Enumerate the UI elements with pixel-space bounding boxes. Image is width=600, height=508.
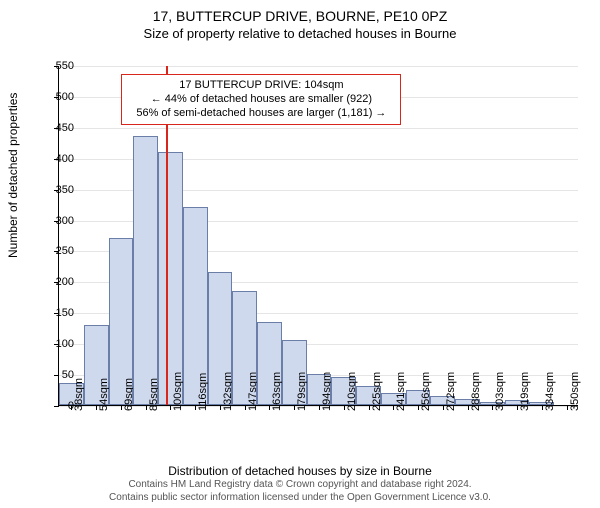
y-tick-label: 250 — [34, 245, 74, 257]
y-tick-label: 150 — [34, 307, 74, 319]
plot-area: 38sqm54sqm69sqm85sqm100sqm116sqm132sqm14… — [58, 66, 578, 406]
y-tick-label: 300 — [34, 215, 74, 227]
footer-line-1: Contains HM Land Registry data © Crown c… — [0, 478, 600, 491]
x-tick — [468, 405, 469, 410]
x-tick-label: 334sqm — [544, 372, 556, 411]
x-tick — [96, 405, 97, 410]
x-tick — [319, 405, 320, 410]
x-tick — [245, 405, 246, 410]
x-tick-label: 350sqm — [569, 372, 581, 411]
x-tick — [567, 405, 568, 410]
footer: Contains HM Land Registry data © Crown c… — [0, 478, 600, 504]
y-tick-label: 50 — [34, 369, 74, 381]
y-tick-label: 550 — [34, 60, 74, 72]
bar — [133, 136, 158, 405]
gridline — [59, 128, 578, 129]
x-tick-label: 288sqm — [470, 372, 482, 411]
x-tick-label: 272sqm — [445, 372, 457, 411]
x-tick-label: 256sqm — [420, 372, 432, 411]
x-tick — [121, 405, 122, 410]
x-tick-label: 225sqm — [371, 372, 383, 411]
annotation-line-1: 17 BUTTERCUP DRIVE: 104sqm — [128, 79, 394, 93]
x-tick — [344, 405, 345, 410]
gridline — [59, 66, 578, 67]
x-tick — [443, 405, 444, 410]
y-tick-label: 200 — [34, 276, 74, 288]
bar — [158, 152, 183, 405]
x-tick-label: 303sqm — [494, 372, 506, 411]
y-tick-label: 500 — [34, 91, 74, 103]
x-axis-label: Distribution of detached houses by size … — [0, 464, 600, 478]
x-tick — [517, 405, 518, 410]
x-tick — [146, 405, 147, 410]
y-tick-label: 350 — [34, 184, 74, 196]
x-tick — [542, 405, 543, 410]
y-axis-label: Number of detached properties — [6, 93, 20, 258]
x-tick — [418, 405, 419, 410]
y-tick-label: 450 — [34, 122, 74, 134]
chart-title: 17, BUTTERCUP DRIVE, BOURNE, PE10 0PZ — [0, 8, 600, 24]
x-tick — [220, 405, 221, 410]
annotation-line-3: 56% of semi-detached houses are larger (… — [128, 107, 394, 121]
footer-line-2: Contains public sector information licen… — [0, 491, 600, 504]
x-tick-label: 319sqm — [519, 372, 531, 411]
chart-subtitle: Size of property relative to detached ho… — [0, 26, 600, 41]
annotation-line-2: ← 44% of detached houses are smaller (92… — [128, 93, 394, 107]
y-tick-label: 400 — [34, 153, 74, 165]
y-tick-label: 100 — [34, 338, 74, 350]
x-tick — [369, 405, 370, 410]
y-tick-label: 0 — [34, 400, 74, 412]
annotation-box: 17 BUTTERCUP DRIVE: 104sqm← 44% of detac… — [121, 74, 401, 125]
plot-inner: 38sqm54sqm69sqm85sqm100sqm116sqm132sqm14… — [58, 66, 578, 406]
